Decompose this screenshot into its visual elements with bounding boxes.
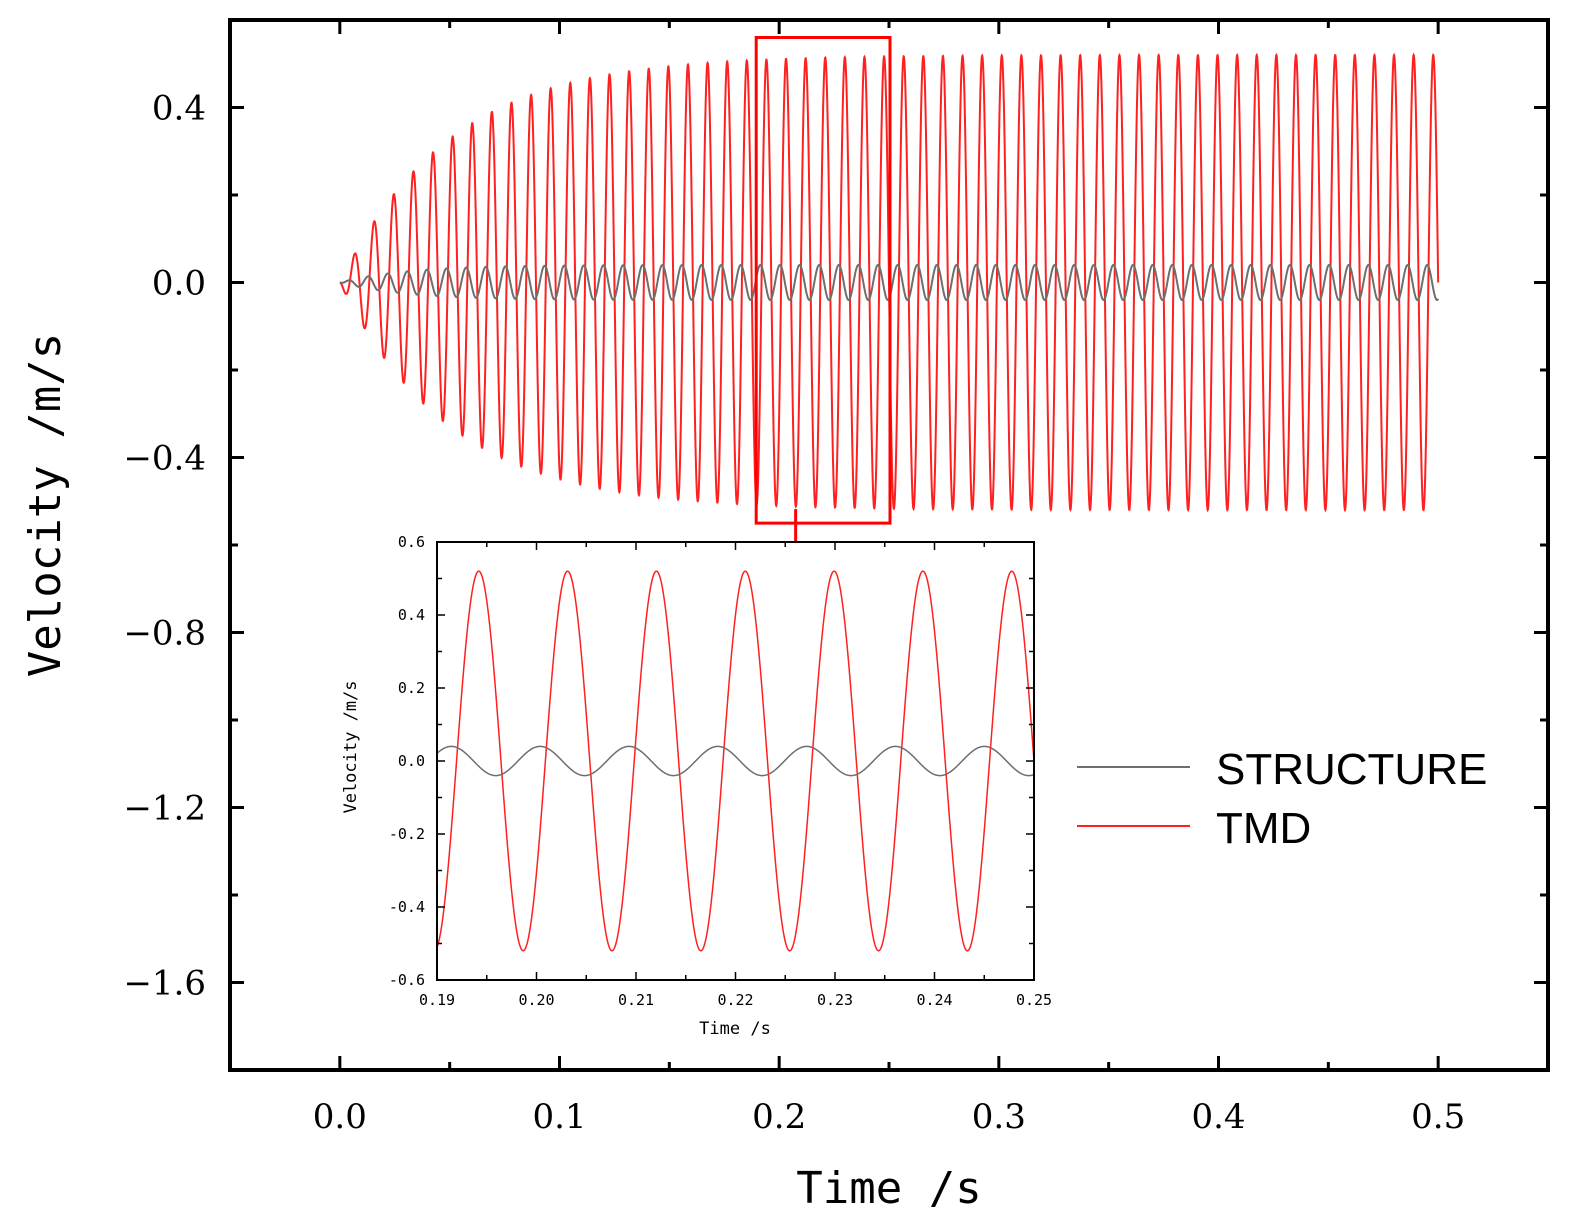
inset-x-tick-label: 0.20 [518,991,554,1009]
main-y-tick-label: −1.2 [123,789,206,829]
inset-x-tick-label: 0.21 [618,991,654,1009]
inset-y-tick-label: 0.2 [398,679,425,697]
inset-x-tick-label: 0.23 [817,991,853,1009]
inset-y-tick-label: 0.4 [398,606,425,624]
inset-y-axis-title: Velocity /m/s [341,680,361,813]
inset-y-tick-label: -0.4 [389,898,425,916]
inset-x-tick-label: 0.22 [717,991,753,1009]
main-y-ticks: 0.4 0.0 −0.4 −0.8 −1.2 −1.6 [123,18,1548,1072]
main-plot: 0.0 0.1 0.2 0.3 0.4 0.5 0.4 0.0 −0.4 −0.8 −1.2 −1.… [20,18,1550,1214]
main-x-ticks: 0.0 0.1 0.2 0.3 0.4 0.5 [313,20,1465,1137]
inset-series-structure [436,745,1035,777]
inset-x-axis-title: Time /s [699,1019,771,1039]
main-x-tick-label: 0.3 [972,1097,1026,1137]
inset-x-tick-label: 0.25 [1016,991,1052,1009]
inset-series-group [436,570,1035,952]
inset-y-tick-label: -0.6 [389,971,425,989]
inset-x-tick-label: 0.19 [419,991,455,1009]
inset-series-tmd [436,570,1035,952]
inset-y-tick-label: 0.0 [398,752,425,770]
main-x-tick-label: 0.0 [313,1097,367,1137]
inset-y-tick-label: 0.6 [398,533,425,551]
main-y-tick-label: −0.4 [123,439,206,479]
legend: STRUCTURE TMD [1077,745,1487,853]
legend-label-tmd: TMD [1216,804,1311,853]
inset-y-ticks: 0.6 0.4 0.2 0.0 -0.2 -0.4 -0.6 [389,533,1034,989]
main-x-tick-label: 0.2 [752,1097,806,1137]
inset-x-ticks: 0.19 0.20 0.21 0.22 0.23 0.24 0.25 [419,542,1052,1009]
main-y-axis-title: Velocity /m/s [20,333,71,677]
zoom-box [754,36,892,525]
main-x-tick-label: 0.1 [532,1097,586,1137]
main-y-tick-label: 0.0 [152,264,206,304]
main-x-tick-label: 0.5 [1411,1097,1465,1137]
legend-label-structure: STRUCTURE [1216,745,1487,794]
main-y-tick-label: −0.8 [123,614,206,654]
inset-y-tick-label: -0.2 [389,825,425,843]
main-y-tick-label: −1.6 [123,964,206,1004]
main-x-axis-title: Time /s [796,1163,981,1214]
main-x-tick-label: 0.4 [1191,1097,1245,1137]
main-y-tick-label: 0.4 [152,89,206,129]
inset-x-tick-label: 0.24 [916,991,952,1009]
inset-plot: 0.19 0.20 0.21 0.22 0.23 0.24 0.25 0.60.40.20.… [341,533,1052,1039]
